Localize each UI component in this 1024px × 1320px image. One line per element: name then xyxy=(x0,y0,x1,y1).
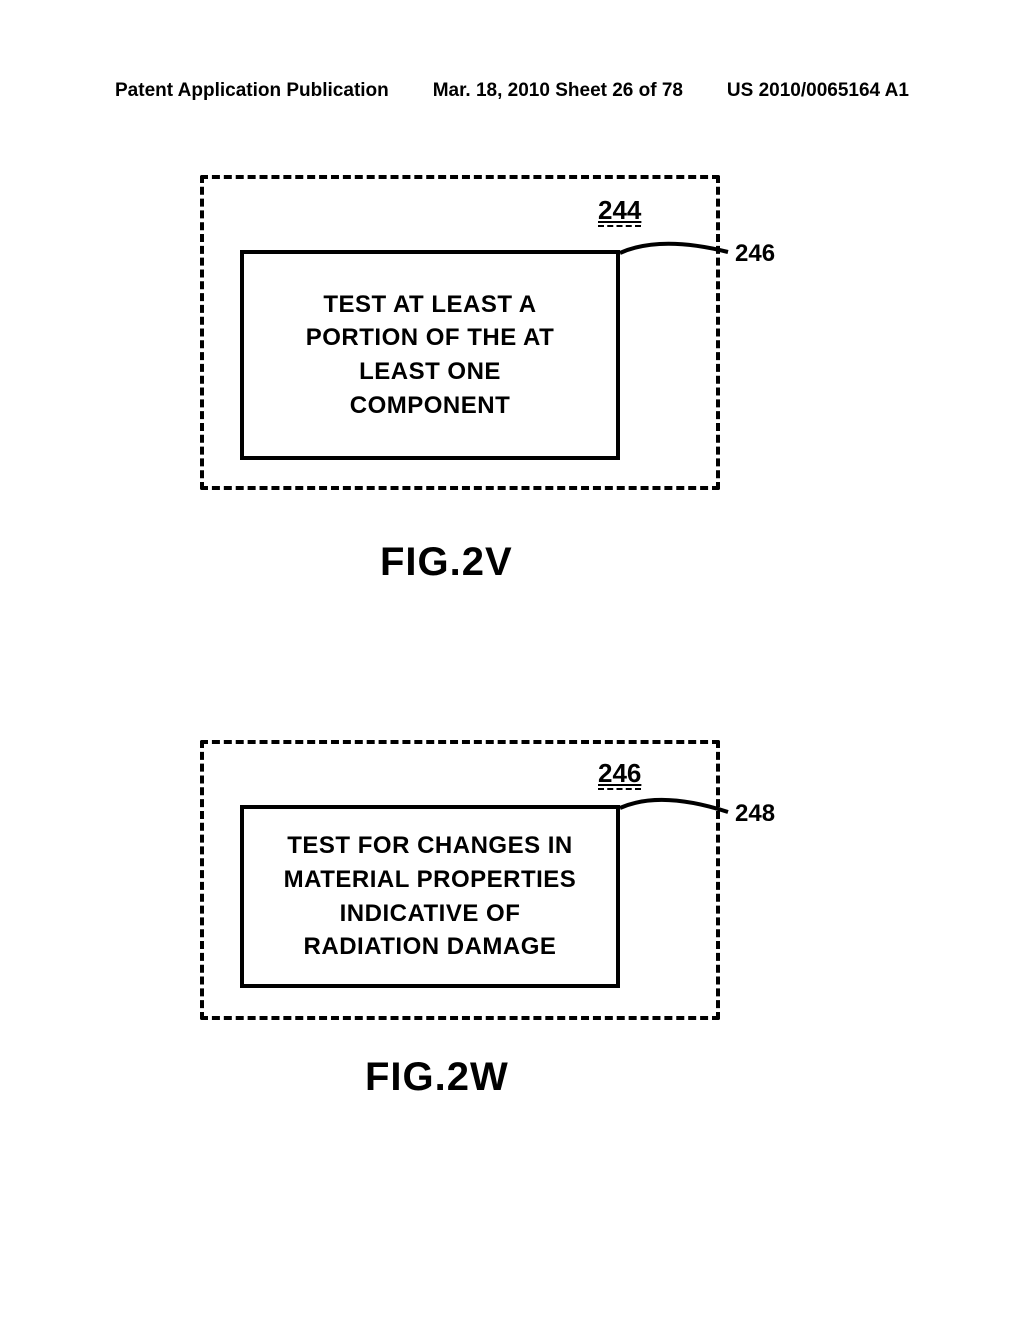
fig-label-2w: FIG.2W xyxy=(365,1055,509,1100)
step-text-2w: TEST FOR CHANGES INMATERIAL PROPERTIESIN… xyxy=(284,829,577,963)
step-box-246: TEST AT LEAST APORTION OF THE ATLEAST ON… xyxy=(240,250,620,460)
callout-curve-246 xyxy=(620,240,735,270)
step-box-248: TEST FOR CHANGES INMATERIAL PROPERTIESIN… xyxy=(240,805,620,988)
header-left: Patent Application Publication xyxy=(115,80,389,102)
callout-246: 246 xyxy=(735,240,775,268)
ref-244: 244 xyxy=(598,197,641,227)
callout-248: 248 xyxy=(735,800,775,828)
header-center: Mar. 18, 2010 Sheet 26 of 78 xyxy=(433,80,683,102)
fig-label-2v: FIG.2V xyxy=(380,540,513,585)
header-right: US 2010/0065164 A1 xyxy=(727,80,909,102)
callout-curve-248 xyxy=(620,795,735,825)
step-text-2v: TEST AT LEAST APORTION OF THE ATLEAST ON… xyxy=(306,288,555,422)
patent-header: Patent Application Publication Mar. 18, … xyxy=(0,80,1024,102)
ref-246-top: 246 xyxy=(598,760,641,790)
